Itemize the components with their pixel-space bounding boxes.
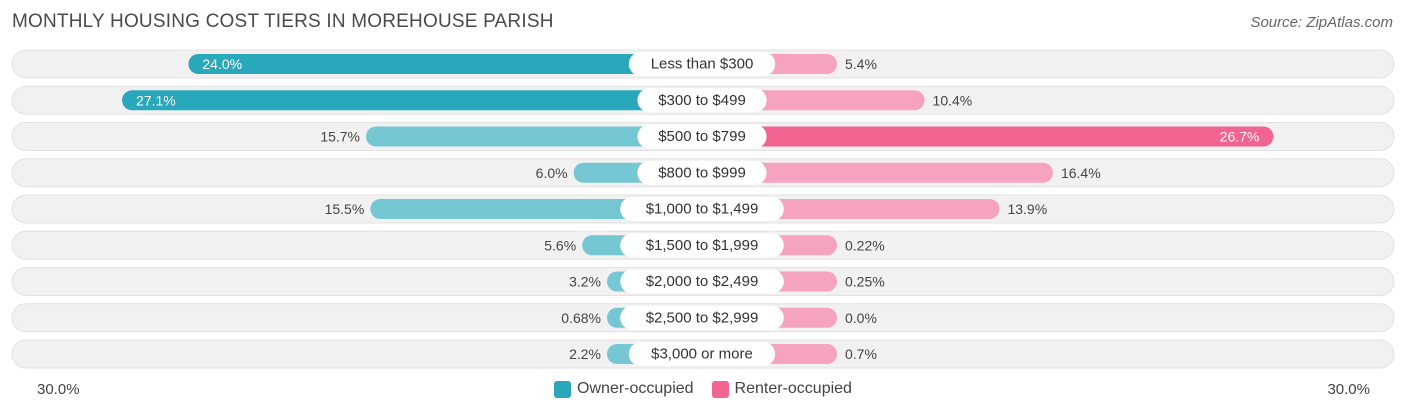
owner-value-label: 5.6%	[544, 237, 576, 253]
category-label: $300 to $499	[658, 92, 746, 109]
renter-value-label: 0.22%	[845, 237, 885, 253]
category-pill	[637, 88, 767, 113]
owner-bar	[188, 54, 702, 74]
owner-value-label: 27.1%	[136, 92, 176, 108]
category-label: Less than $300	[651, 56, 754, 73]
renter-value-label: 10.4%	[933, 92, 973, 108]
category-label: $2,000 to $2,499	[646, 273, 759, 290]
category-pill	[620, 269, 784, 294]
category-pill	[620, 197, 784, 221]
category-pill	[637, 160, 767, 185]
owner-value-label: 15.5%	[325, 201, 365, 217]
legend-swatch-renter	[711, 380, 729, 398]
category-label: $500 to $799	[658, 128, 746, 145]
owner-bar	[122, 90, 702, 111]
renter-value-label: 5.4%	[845, 56, 877, 72]
renter-value-label: 0.7%	[845, 346, 877, 362]
owner-value-label: 2.2%	[569, 346, 601, 362]
axis-max-label: 30.0%	[1327, 381, 1370, 398]
renter-bar	[702, 162, 1053, 183]
renter-value-label: 13.9%	[1007, 201, 1047, 217]
owner-value-label: 0.68%	[561, 310, 601, 326]
legend-item-renter[interactable]: Renter-occupied	[711, 378, 852, 400]
category-label: $2,500 to $2,999	[646, 309, 759, 326]
owner-bar	[366, 126, 702, 147]
renter-value-label: 0.25%	[845, 274, 885, 290]
category-pill	[628, 52, 776, 76]
renter-value-label: 16.4%	[1061, 165, 1101, 181]
category-label: $800 to $999	[658, 164, 746, 181]
owner-value-label: 15.7%	[320, 129, 360, 145]
legend-label-owner: Owner-occupied	[577, 380, 694, 397]
legend: Owner-occupied Renter-occupied	[0, 378, 1406, 400]
owner-value-label: 24.0%	[202, 56, 242, 72]
category-pill	[628, 342, 776, 366]
renter-value-label: 0.0%	[845, 310, 877, 326]
renter-bar	[702, 126, 1274, 147]
owner-bar	[370, 199, 702, 219]
chart-source: Source: ZipAtlas.com	[1250, 14, 1393, 31]
category-label: $3,000 or more	[651, 346, 753, 363]
owner-value-label: 6.0%	[536, 165, 568, 181]
category-label: $1,000 to $1,499	[646, 201, 759, 218]
category-pill	[620, 305, 784, 330]
legend-swatch-owner	[554, 380, 572, 398]
axis-min-label: 30.0%	[37, 381, 80, 398]
legend-label-renter: Renter-occupied	[734, 380, 852, 397]
chart-title: MONTHLY HOUSING COST TIERS IN MOREHOUSE …	[12, 11, 554, 32]
category-label: $1,500 to $1,999	[646, 237, 759, 254]
category-pill	[620, 233, 784, 258]
owner-value-label: 3.2%	[569, 274, 601, 290]
legend-item-owner[interactable]: Owner-occupied	[554, 378, 694, 400]
renter-value-label: 26.7%	[1220, 129, 1260, 145]
category-pill	[637, 124, 767, 149]
